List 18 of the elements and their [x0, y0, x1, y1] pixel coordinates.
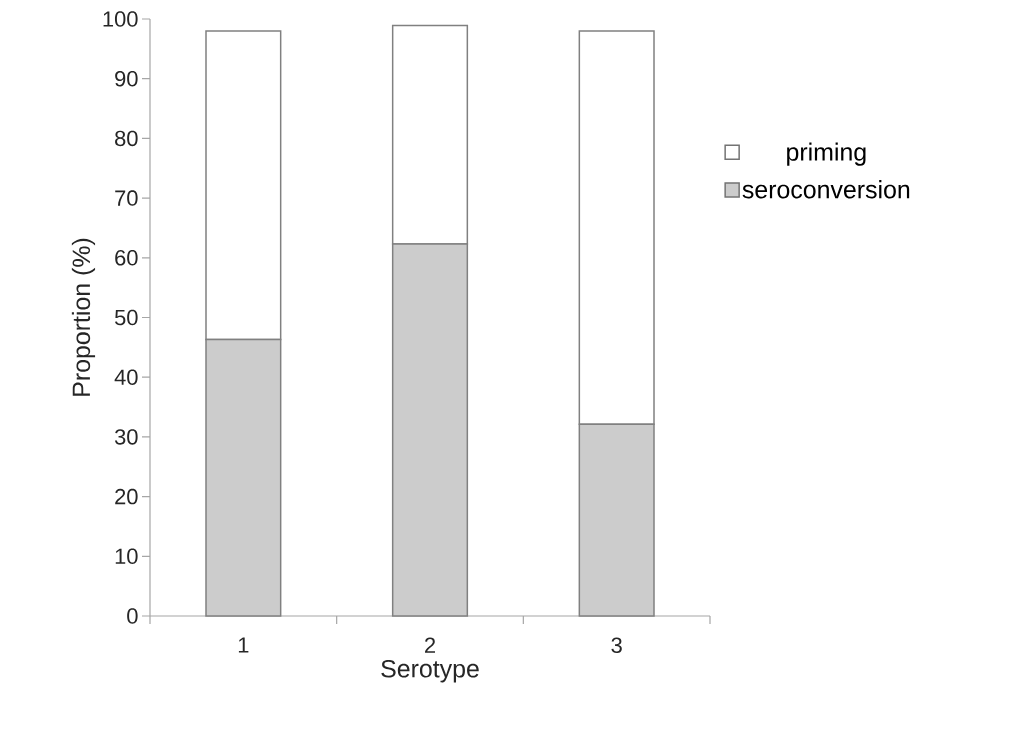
- x-tick-label: 1: [238, 637, 249, 653]
- y-tick-label: 0: [127, 608, 138, 624]
- y-tick-label: 20: [115, 488, 138, 505]
- y-axis-title: Proportion (%): [71, 238, 96, 396]
- legend-label: seroconversion: [742, 180, 910, 199]
- y-tick-label: 40: [114, 369, 138, 385]
- x-axis-title: Serotype: [381, 659, 479, 683]
- y-tick-label: 90: [115, 70, 138, 87]
- y-tick-label: 60: [115, 250, 138, 266]
- legend-label: priming: [787, 142, 866, 166]
- x-tick-label: 2: [425, 637, 435, 653]
- y-tick-label: 10: [115, 548, 138, 565]
- y-tick-label: 80: [115, 130, 138, 147]
- y-tick-label: 70: [115, 190, 138, 206]
- x-tick-label: 3: [611, 637, 622, 654]
- y-tick-label: 30: [114, 429, 138, 445]
- y-tick-label: 50: [114, 309, 138, 326]
- y-tick-label: 100: [103, 11, 138, 27]
